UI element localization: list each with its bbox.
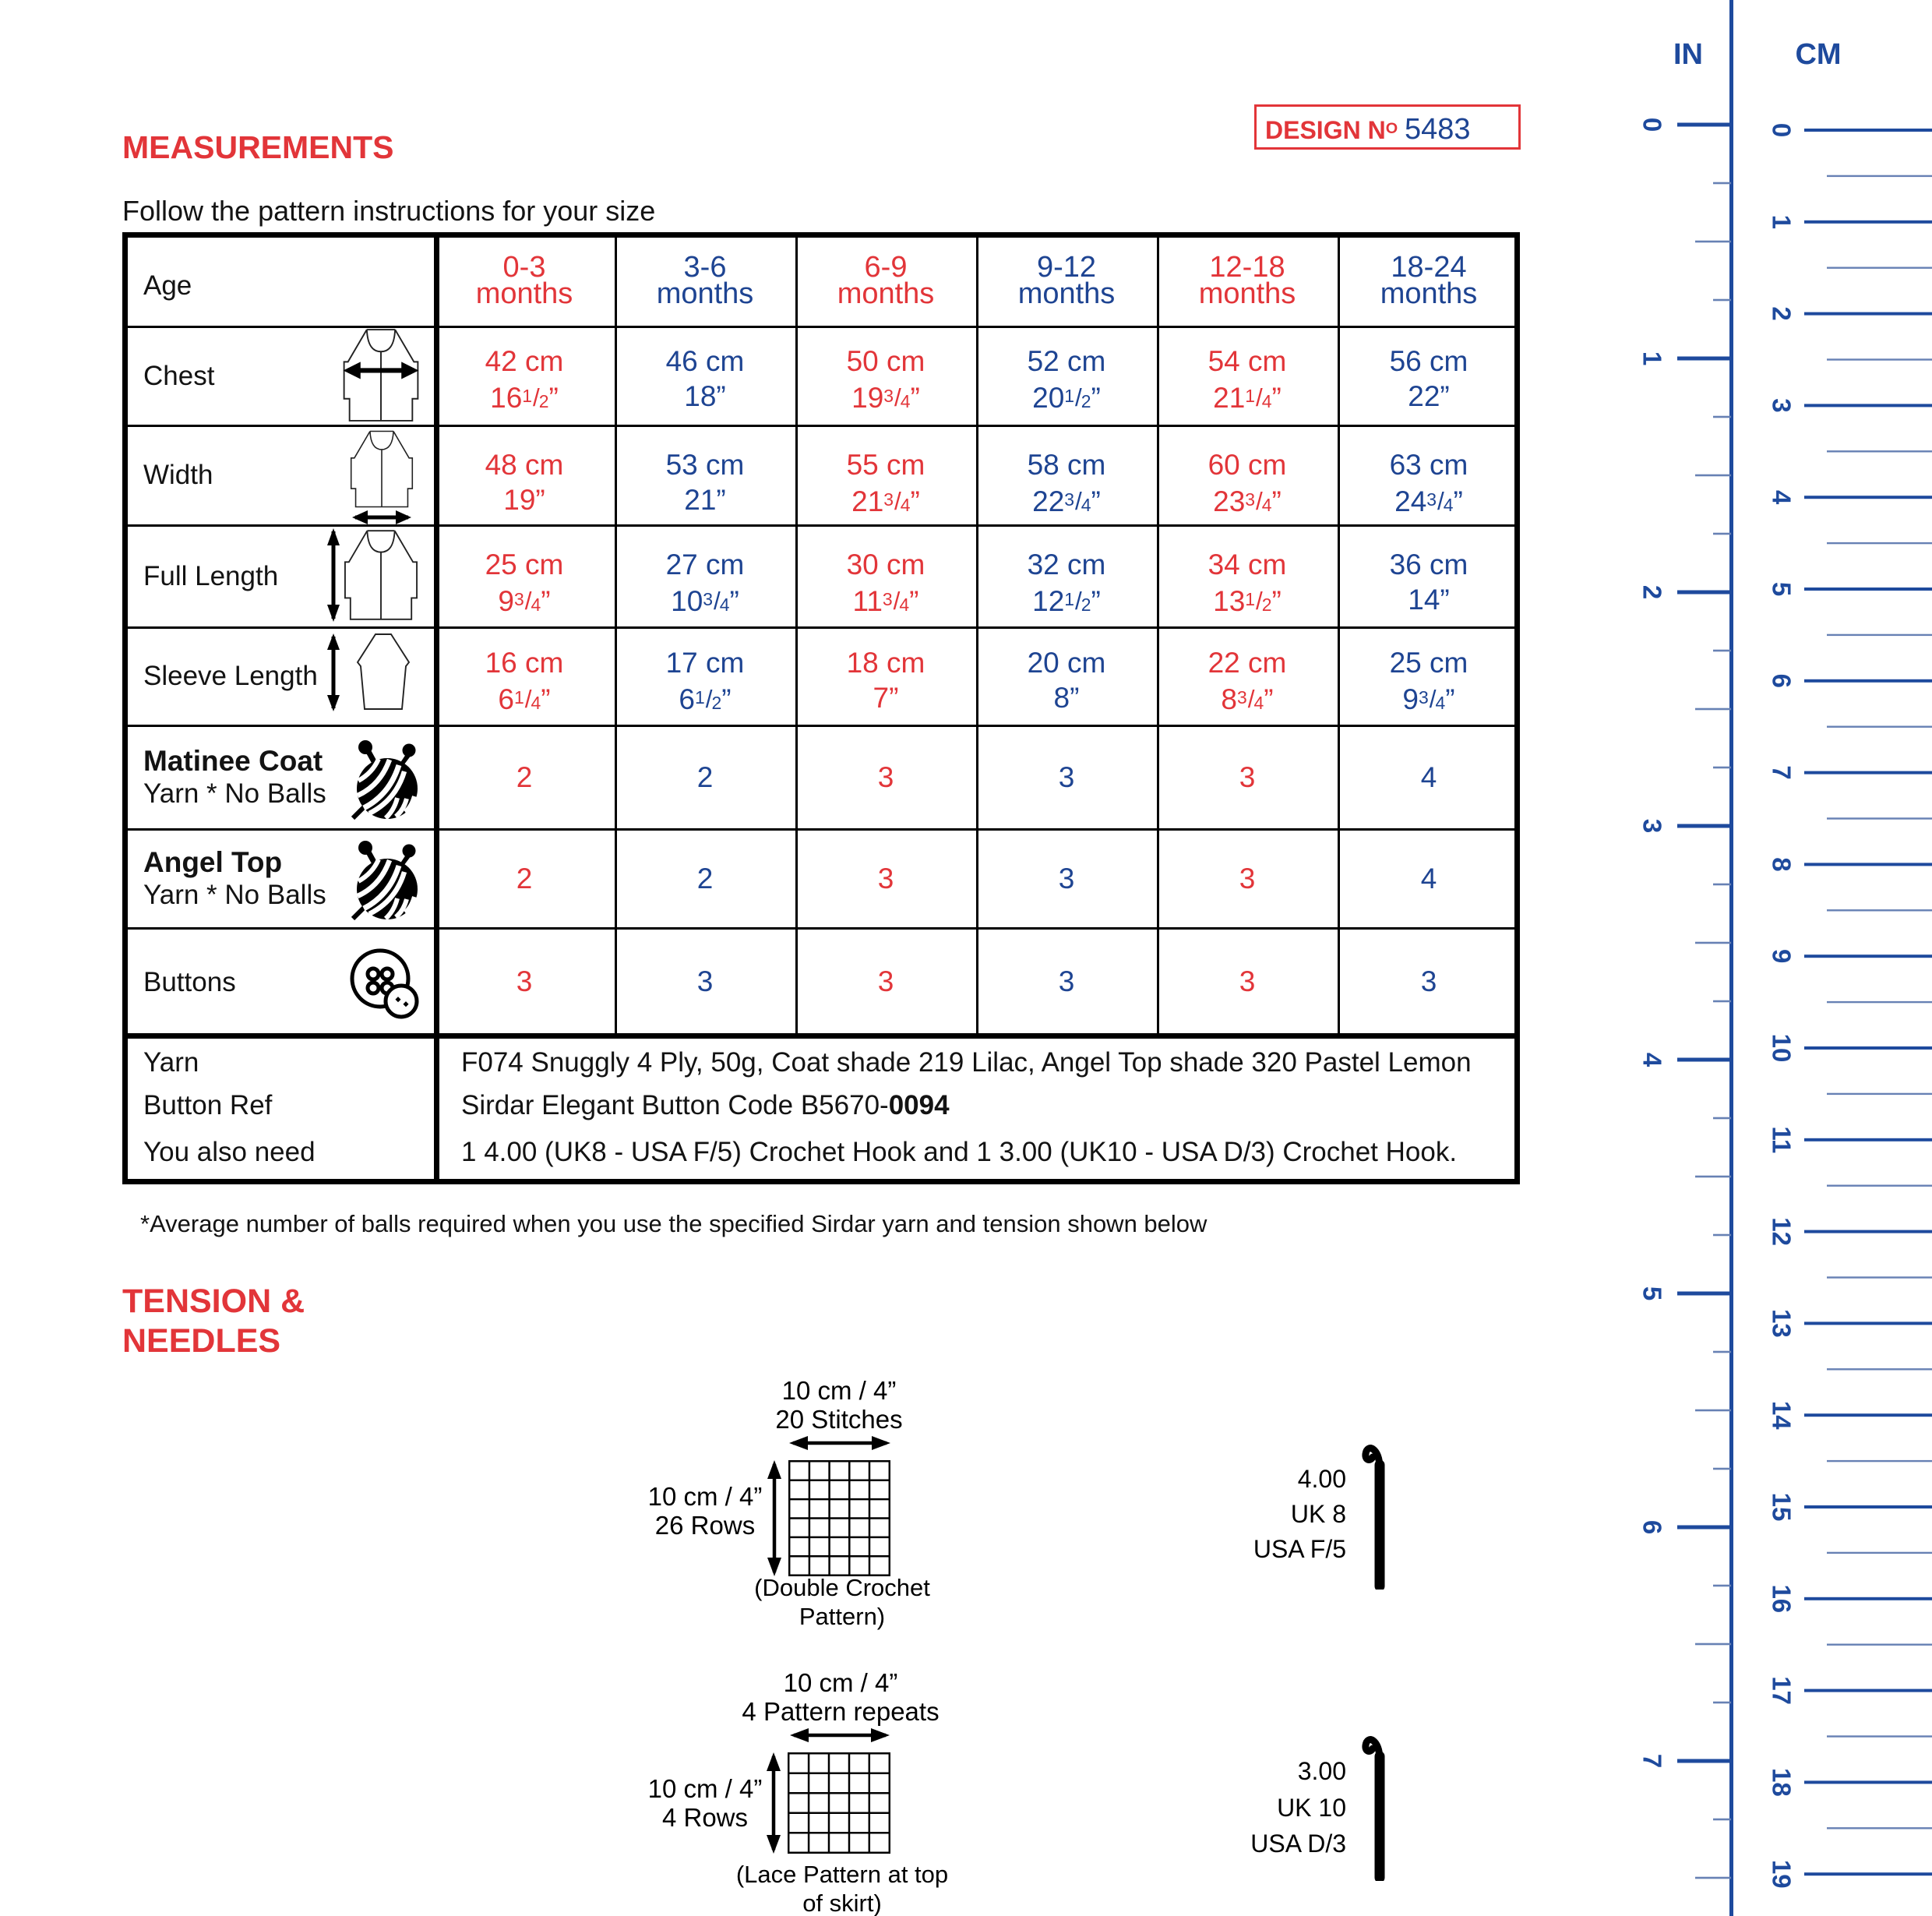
svg-text:0: 0 (1638, 118, 1667, 132)
svg-text:12: 12 (1768, 1217, 1796, 1246)
svg-text:15: 15 (1768, 1493, 1796, 1522)
svg-text:7: 7 (1768, 765, 1796, 779)
svg-text:6: 6 (1768, 674, 1796, 688)
svg-text:CM: CM (1795, 38, 1841, 71)
svg-text:2: 2 (1638, 585, 1667, 599)
svg-text:14: 14 (1768, 1401, 1796, 1430)
svg-text:5: 5 (1768, 582, 1796, 596)
svg-text:4: 4 (1638, 1053, 1667, 1067)
svg-text:5: 5 (1638, 1286, 1667, 1300)
svg-text:19: 19 (1768, 1860, 1796, 1889)
svg-text:7: 7 (1638, 1754, 1667, 1768)
svg-text:11: 11 (1768, 1126, 1796, 1153)
svg-text:17: 17 (1768, 1676, 1796, 1705)
svg-text:1: 1 (1638, 351, 1667, 365)
svg-text:10: 10 (1768, 1034, 1796, 1063)
svg-text:6: 6 (1638, 1520, 1667, 1534)
svg-text:3: 3 (1638, 819, 1667, 833)
svg-text:0: 0 (1768, 123, 1796, 137)
svg-text:2: 2 (1768, 306, 1796, 320)
svg-text:3: 3 (1768, 398, 1796, 412)
svg-text:8: 8 (1768, 857, 1796, 871)
svg-text:IN: IN (1673, 38, 1703, 71)
svg-text:18: 18 (1768, 1768, 1796, 1797)
svg-text:16: 16 (1768, 1584, 1796, 1613)
svg-text:9: 9 (1768, 949, 1796, 963)
svg-text:1: 1 (1768, 215, 1796, 229)
svg-text:4: 4 (1768, 490, 1796, 505)
svg-text:13: 13 (1768, 1309, 1796, 1338)
